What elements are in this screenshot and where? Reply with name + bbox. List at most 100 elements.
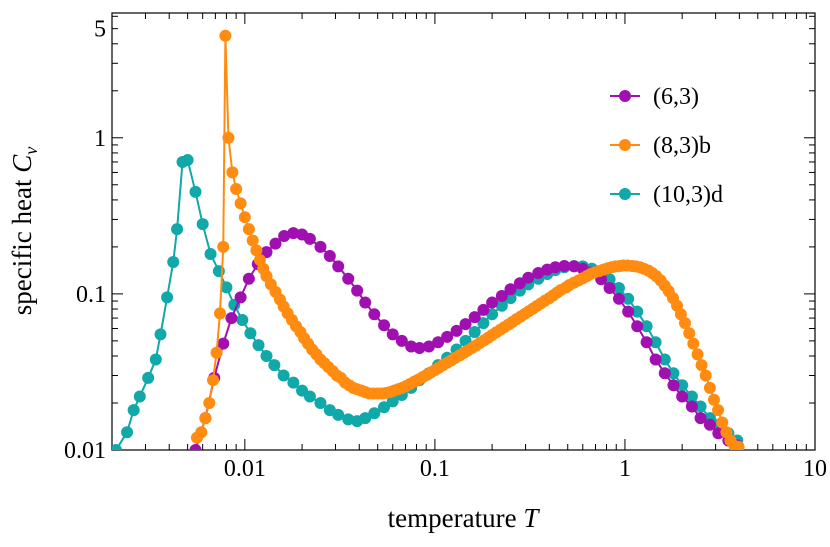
data-point xyxy=(707,393,720,406)
data-point xyxy=(649,336,662,349)
data-point xyxy=(640,320,653,333)
data-point xyxy=(432,336,445,349)
data-point xyxy=(687,337,700,350)
data-point xyxy=(230,182,243,195)
data-point xyxy=(603,282,616,295)
data-point xyxy=(142,371,155,384)
data-point xyxy=(204,248,217,261)
legend-item: (8,3)b xyxy=(610,133,711,159)
data-point xyxy=(631,320,644,333)
legend-item: (6,3) xyxy=(610,84,699,110)
data-point xyxy=(558,259,571,272)
data-point xyxy=(732,440,745,450)
data-point xyxy=(314,240,327,253)
data-point xyxy=(603,273,616,286)
data-point xyxy=(495,289,508,302)
data-point xyxy=(252,339,265,352)
data-point xyxy=(351,284,364,297)
data-point xyxy=(236,314,249,327)
data-point xyxy=(195,426,208,439)
data-point xyxy=(522,271,535,284)
data-point xyxy=(303,390,316,403)
data-point xyxy=(386,328,399,341)
legend-marker xyxy=(619,188,631,200)
x-tick-label: 10 xyxy=(803,456,827,482)
data-point xyxy=(468,311,481,324)
data-point xyxy=(622,305,635,318)
data-point xyxy=(495,299,508,312)
axis-tick-labels: 0.01 0.1 1 10 0.01 0.1 1 5 xyxy=(64,17,827,482)
data-point xyxy=(342,413,355,426)
data-point xyxy=(649,353,662,366)
data-point xyxy=(234,291,247,304)
y-tick-label: 0.1 xyxy=(76,282,106,308)
data-point xyxy=(395,334,408,347)
data-point xyxy=(658,367,671,380)
data-point xyxy=(219,29,232,42)
data-point xyxy=(303,232,316,245)
data-point xyxy=(149,353,162,366)
data-point xyxy=(685,400,698,413)
data-point xyxy=(238,211,251,224)
data-point xyxy=(269,237,282,250)
data-point xyxy=(220,281,233,294)
data-point xyxy=(477,317,490,330)
legend: (6,3) (8,3)b (10,3)d xyxy=(610,84,723,208)
data-point xyxy=(225,312,238,325)
data-point xyxy=(667,379,680,392)
data-point xyxy=(612,282,625,295)
y-tick-label: 1 xyxy=(94,126,106,152)
data-point xyxy=(189,444,202,450)
data-point xyxy=(161,291,174,304)
data-point xyxy=(468,326,481,338)
data-point xyxy=(712,404,725,417)
data-point xyxy=(658,353,671,366)
data-point xyxy=(226,166,239,179)
data-point xyxy=(486,296,499,309)
x-tick-label: 1 xyxy=(619,456,631,482)
x-tick-label: 0.01 xyxy=(224,456,266,482)
data-point xyxy=(213,307,226,320)
y-tick-label: 5 xyxy=(94,17,106,43)
data-point xyxy=(631,305,644,318)
data-point xyxy=(477,303,490,316)
data-point xyxy=(676,390,689,403)
data-point xyxy=(244,327,257,340)
data-point xyxy=(127,404,140,417)
x-axis-label: temperature T xyxy=(388,503,541,533)
y-tick-label: 0.01 xyxy=(64,438,106,464)
data-point xyxy=(640,336,653,349)
data-point xyxy=(459,318,472,331)
legend-item: (10,3)d xyxy=(610,182,723,208)
series-layer xyxy=(112,29,745,450)
legend-label: (6,3) xyxy=(653,84,699,110)
data-point xyxy=(171,223,184,236)
data-point xyxy=(287,376,300,389)
data-point xyxy=(612,292,625,305)
data-point xyxy=(210,346,223,359)
data-point xyxy=(378,319,391,332)
data-point xyxy=(250,244,263,257)
legend-label: (8,3)b xyxy=(653,133,711,159)
plot-frame xyxy=(111,12,816,451)
data-point xyxy=(323,249,336,262)
data-point xyxy=(342,272,355,285)
data-point xyxy=(260,350,273,363)
data-point xyxy=(699,369,712,382)
data-point xyxy=(203,397,216,410)
data-point xyxy=(413,342,426,355)
data-point xyxy=(277,369,290,382)
data-point xyxy=(676,379,689,392)
data-point xyxy=(217,337,230,350)
data-point xyxy=(268,359,281,372)
data-point xyxy=(112,444,123,450)
data-point xyxy=(368,407,381,420)
data-point xyxy=(691,348,704,361)
data-point xyxy=(685,390,698,403)
data-point xyxy=(622,292,635,305)
data-point xyxy=(242,223,255,236)
data-point xyxy=(441,330,454,343)
data-point xyxy=(207,374,220,387)
data-point xyxy=(667,367,680,380)
